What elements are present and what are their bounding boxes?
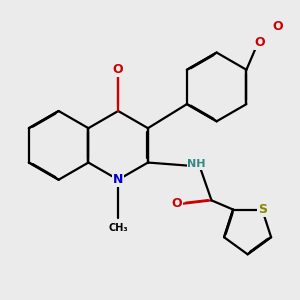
Text: CH₃: CH₃: [108, 223, 128, 233]
Text: N: N: [113, 173, 123, 186]
Text: O: O: [113, 63, 124, 76]
Text: O: O: [255, 36, 266, 49]
Text: NH: NH: [188, 159, 206, 169]
Text: O: O: [272, 20, 283, 33]
Text: O: O: [172, 197, 182, 210]
Text: S: S: [258, 203, 267, 216]
